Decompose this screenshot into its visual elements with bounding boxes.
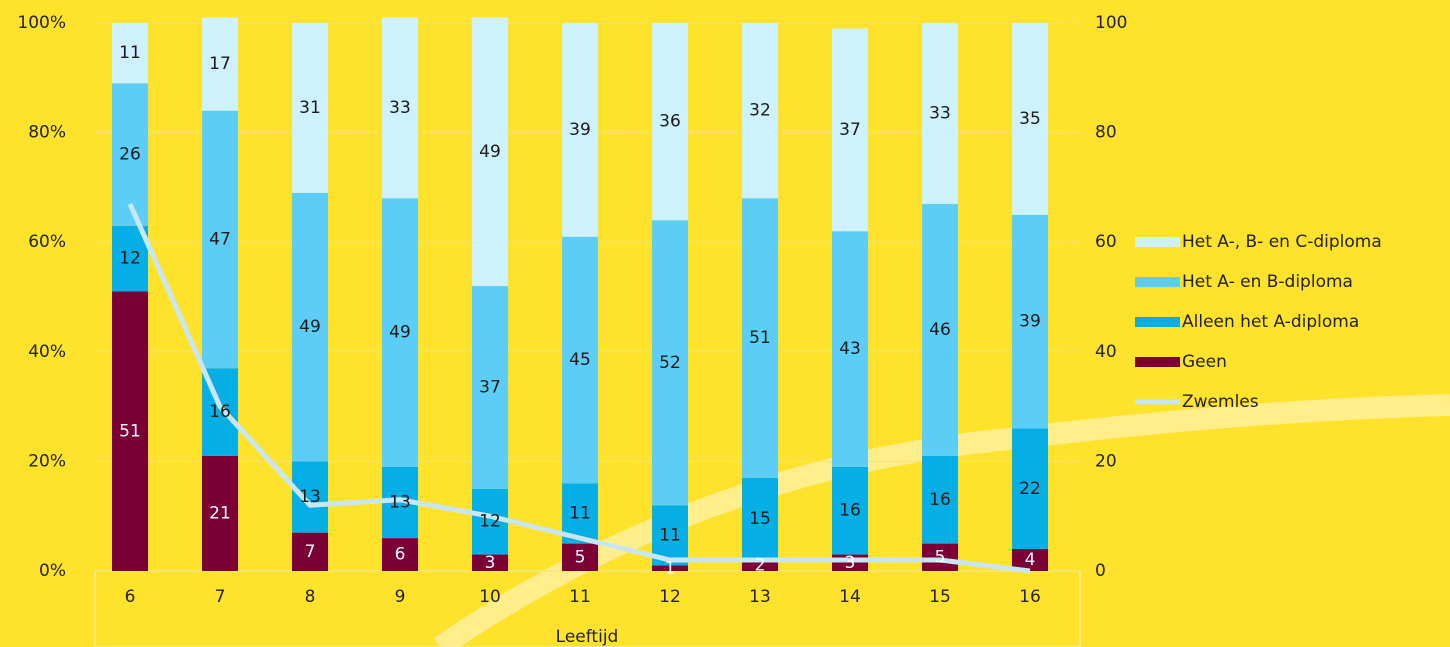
y-tick-label: 100% xyxy=(17,13,66,33)
data-label: 13 xyxy=(389,493,411,513)
legend-label: Het A-, B- en C-diploma xyxy=(1182,232,1382,252)
data-label: 11 xyxy=(659,525,681,545)
data-label: 13 xyxy=(299,487,321,507)
data-label: 7 xyxy=(305,542,316,562)
legend-label: Zwemles xyxy=(1182,392,1259,412)
y-tick-label: 40% xyxy=(28,342,66,362)
data-label: 49 xyxy=(389,323,411,343)
legend-label: Geen xyxy=(1182,352,1227,372)
data-label: 16 xyxy=(839,501,861,521)
data-label: 39 xyxy=(569,120,591,140)
legend-swatch xyxy=(1135,317,1180,327)
data-label: 15 xyxy=(749,509,771,529)
data-label: 49 xyxy=(299,317,321,337)
data-label: 11 xyxy=(569,503,591,523)
y2-tick-label: 100 xyxy=(1095,13,1127,33)
data-label: 47 xyxy=(209,229,231,249)
data-label: 45 xyxy=(569,350,591,370)
data-label: 46 xyxy=(929,320,951,340)
data-label: 3 xyxy=(485,553,496,573)
y2-tick-label: 40 xyxy=(1095,342,1117,362)
y-tick-label: 20% xyxy=(28,451,66,471)
data-label: 33 xyxy=(929,103,951,123)
data-label: 32 xyxy=(749,101,771,121)
x-tick-label: 14 xyxy=(839,587,861,607)
legend-label: Alleen het A-diploma xyxy=(1182,312,1359,332)
x-tick-label: 6 xyxy=(125,587,136,607)
data-label: 17 xyxy=(209,54,231,74)
data-label: 35 xyxy=(1019,109,1041,129)
data-label: 2 xyxy=(755,556,766,576)
data-label: 39 xyxy=(1019,312,1041,332)
x-tick-label: 12 xyxy=(659,587,681,607)
x-tick-label: 11 xyxy=(569,587,591,607)
x-tick-label: 9 xyxy=(395,587,406,607)
legend-swatch xyxy=(1135,277,1180,287)
data-label: 33 xyxy=(389,98,411,118)
legend-swatch xyxy=(1135,357,1180,367)
data-label: 5 xyxy=(575,547,586,567)
x-tick-label: 13 xyxy=(749,587,771,607)
legend-swatch xyxy=(1135,237,1180,247)
data-label: 16 xyxy=(929,490,951,510)
data-label: 43 xyxy=(839,339,861,359)
data-label: 12 xyxy=(479,512,501,532)
x-tick-label: 8 xyxy=(305,587,316,607)
y-tick-label: 80% xyxy=(28,123,66,143)
y2-tick-label: 60 xyxy=(1095,232,1117,252)
y2-tick-label: 20 xyxy=(1095,451,1117,471)
data-label: 36 xyxy=(659,112,681,132)
page: {"chart_data": { "type": "bar", "stacked… xyxy=(0,0,1450,647)
data-label: 6 xyxy=(395,545,406,565)
x-axis-label: Leeftijd xyxy=(556,627,619,647)
data-label: 51 xyxy=(119,421,141,441)
x-tick-label: 10 xyxy=(479,587,501,607)
x-tick-label: 15 xyxy=(929,587,951,607)
data-label: 26 xyxy=(119,145,141,165)
data-label: 3 xyxy=(845,553,856,573)
data-label: 52 xyxy=(659,353,681,373)
y-tick-label: 0% xyxy=(39,561,66,581)
data-label: 49 xyxy=(479,142,501,162)
y2-tick-label: 0 xyxy=(1095,561,1106,581)
data-label: 5 xyxy=(935,547,946,567)
data-label: 37 xyxy=(839,120,861,140)
x-tick-label: 7 xyxy=(215,587,226,607)
data-label: 22 xyxy=(1019,479,1041,499)
x-tick-label: 16 xyxy=(1019,587,1041,607)
data-label: 16 xyxy=(209,402,231,422)
y2-tick-label: 80 xyxy=(1095,123,1117,143)
chart: 0%20%40%60%80%100%0204060801006789101112… xyxy=(0,0,1450,647)
data-label: 21 xyxy=(209,503,231,523)
data-label: 51 xyxy=(749,328,771,348)
data-label: 12 xyxy=(119,249,141,269)
legend-label: Het A- en B-diploma xyxy=(1182,272,1353,292)
y-tick-label: 60% xyxy=(28,232,66,252)
data-label: 1 xyxy=(665,558,676,578)
data-label: 11 xyxy=(119,43,141,63)
data-label: 37 xyxy=(479,377,501,397)
data-label: 31 xyxy=(299,98,321,118)
marks xyxy=(112,18,1048,571)
data-label: 4 xyxy=(1025,550,1036,570)
